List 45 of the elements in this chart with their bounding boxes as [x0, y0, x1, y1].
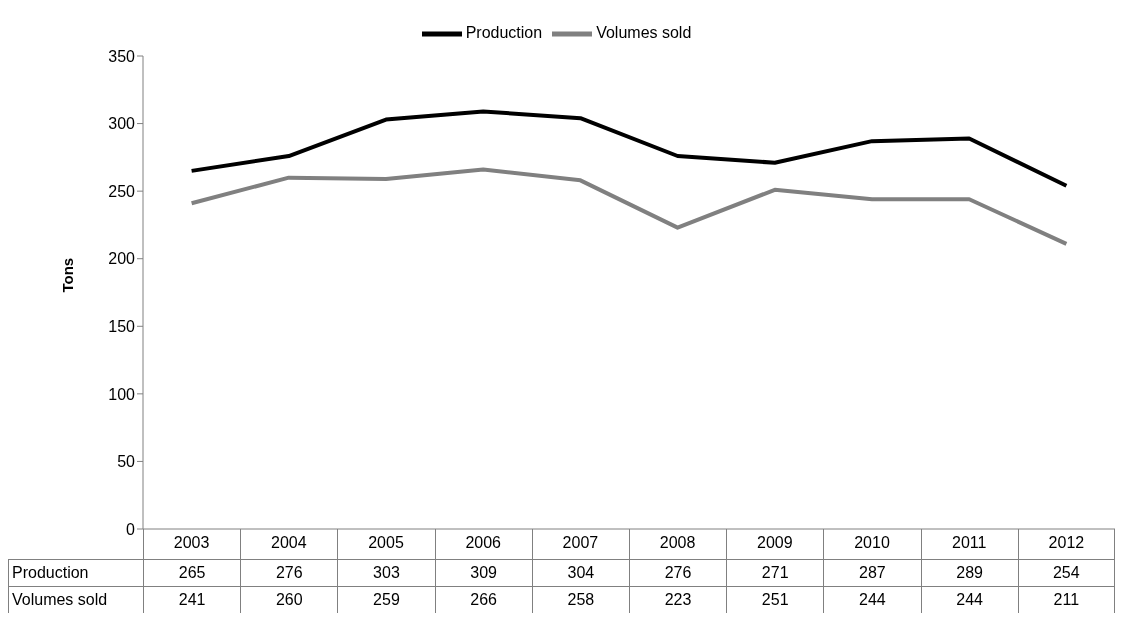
- y-tick-label: 200: [108, 250, 136, 268]
- data-label: 258: [531, 587, 629, 613]
- x-tick-label: 2012: [1048, 534, 1085, 552]
- y-tick-label: 50: [117, 453, 136, 471]
- data-label: 211: [1017, 587, 1115, 613]
- x-tick-label: 2004: [271, 534, 307, 552]
- legend-label: Volumes sold: [596, 24, 692, 42]
- y-tick-label: 250: [108, 182, 136, 200]
- x-tick-label: 2008: [659, 534, 696, 552]
- data-label: 304: [531, 560, 629, 586]
- x-tick-label: 2010: [854, 534, 890, 552]
- data-label: 309: [434, 560, 532, 586]
- line-series: [189, 167, 1069, 246]
- data-label: 244: [920, 587, 1018, 613]
- data-label: 276: [240, 560, 338, 586]
- data-label: 241: [143, 587, 241, 613]
- y-tick-label: 100: [108, 385, 136, 403]
- text: Volumes sold: [12, 591, 108, 608]
- x-tick-label: 2007: [562, 534, 599, 552]
- x-tick-label: 2006: [465, 534, 502, 552]
- data-label: 223: [628, 587, 727, 613]
- data-label: 266: [434, 587, 532, 613]
- data-label: 271: [726, 560, 824, 586]
- y-tick-label: 300: [108, 115, 136, 133]
- data-label: 265: [143, 560, 241, 586]
- y-tick-label: 150: [108, 317, 136, 335]
- x-tick-label: 2011: [952, 534, 987, 552]
- y-tick-label: 350: [108, 47, 136, 65]
- data-label: 260: [240, 587, 338, 613]
- text: Production: [12, 564, 89, 581]
- data-label: 251: [726, 587, 824, 613]
- x-tick-label: 2009: [757, 534, 793, 552]
- data-label: 254: [1017, 560, 1115, 586]
- data-label: 303: [337, 560, 435, 586]
- x-tick-label: 2003: [173, 534, 210, 552]
- data-label: 276: [628, 560, 727, 586]
- data-label: 287: [823, 560, 921, 586]
- legend-label: Production: [465, 24, 543, 42]
- data-label: 259: [337, 587, 435, 613]
- data-label: 289: [920, 560, 1018, 586]
- y-tick-label: 0: [126, 520, 136, 538]
- line-series: [189, 109, 1069, 188]
- y-axis-title: Tons: [59, 257, 77, 293]
- data-label: 244: [823, 587, 921, 613]
- x-tick-label: 2005: [368, 534, 404, 552]
